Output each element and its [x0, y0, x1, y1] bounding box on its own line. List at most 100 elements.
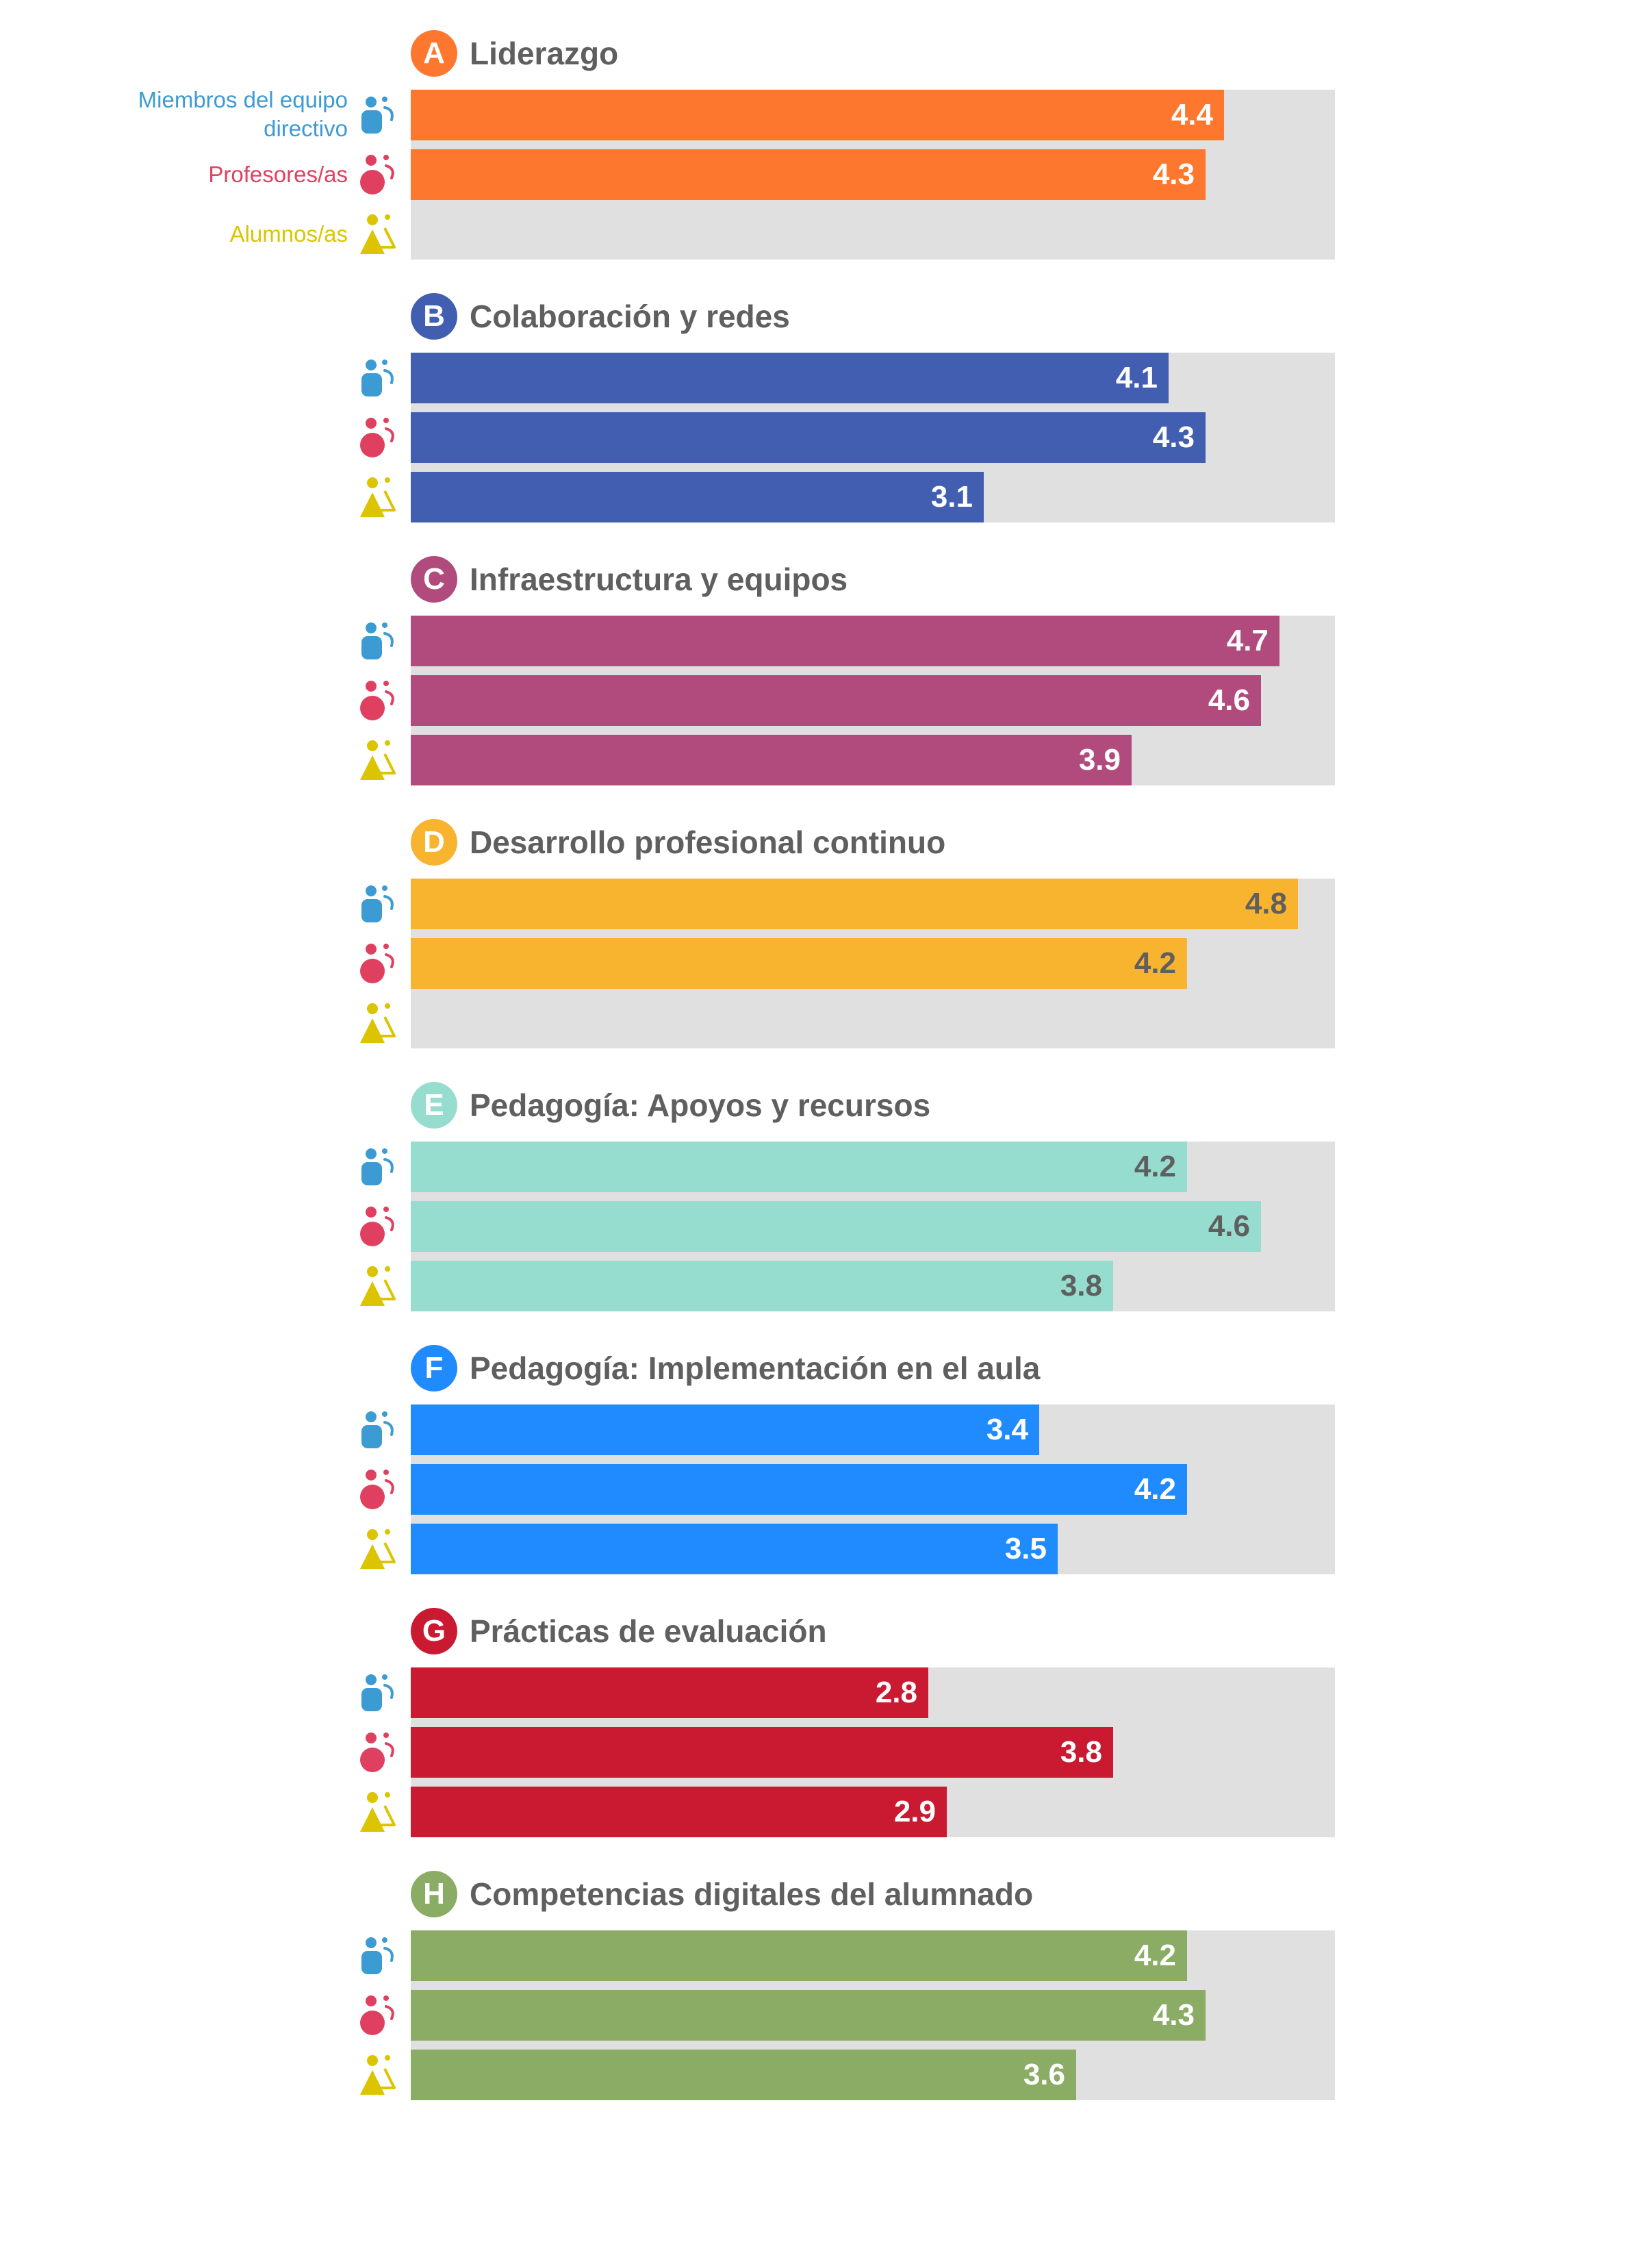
teachers-icon	[357, 1990, 401, 2041]
students-icon	[357, 735, 401, 785]
section-title: Competencias digitales del alumnado	[470, 1876, 1034, 1912]
students-icon	[357, 1787, 401, 1837]
legend-label-equipo: Miembros del equipo directivo	[138, 86, 348, 143]
bar-h-profesores: 4.3	[411, 1990, 1206, 2041]
bar-value-label: 3.6	[1023, 2058, 1065, 2091]
bar-f-equipo: 3.4	[411, 1404, 1039, 1455]
section-title-row: A Liderazgo	[411, 26, 618, 81]
section-title: Liderazgo	[470, 36, 619, 71]
students-icon	[357, 1524, 401, 1574]
students-icon	[357, 1261, 401, 1311]
bar-track: 4.8 4.2	[411, 879, 1335, 1048]
section-title: Pedagogía: Implementación en el aula	[470, 1350, 1041, 1386]
legend-label-profesores: Profesores/as	[208, 162, 348, 187]
bar-b-alumnos: 3.1	[411, 472, 984, 522]
teachers-icon	[357, 412, 401, 463]
management-team-icon	[357, 616, 401, 666]
bar-track: 4.4 4.3	[411, 90, 1335, 260]
bar-value-label: 3.8	[1060, 1269, 1102, 1302]
bar-f-profesores: 4.2	[411, 1464, 1187, 1515]
bar-g-equipo: 2.8	[411, 1667, 928, 1718]
bar-value-label: 3.9	[1078, 743, 1121, 777]
bar-e-alumnos: 3.8	[411, 1261, 1113, 1311]
management-team-icon	[357, 1667, 401, 1718]
bar-g-alumnos: 2.9	[411, 1787, 947, 1837]
bar-a-equipo: 4.4	[411, 90, 1224, 140]
bar-value-label: 2.9	[893, 1795, 936, 1828]
bar-e-profesores: 4.6	[411, 1201, 1261, 1252]
bar-f-alumnos: 3.5	[411, 1524, 1058, 1574]
students-icon	[357, 998, 401, 1048]
bar-value-label: 3.1	[930, 480, 973, 514]
bar-h-alumnos: 3.6	[411, 2050, 1076, 2100]
bar-value-label: 4.6	[1208, 683, 1250, 717]
section-title: Prácticas de evaluación	[470, 1613, 827, 1649]
bar-b-equipo: 4.1	[411, 353, 1169, 403]
section-title-row: F Pedagogía: Implementación en el aula	[411, 1341, 1040, 1396]
section-b: B Colaboración y redes 4.1 4.3 3.1	[0, 289, 1643, 525]
section-letter-badge: A	[411, 30, 457, 77]
bar-a-profesores: 4.3	[411, 149, 1206, 200]
bar-track: 3.4 4.2 3.5	[411, 1404, 1335, 1574]
bar-track: 4.2 4.3 3.6	[411, 1930, 1335, 2100]
teachers-icon	[357, 675, 401, 726]
section-letter-badge: E	[411, 1082, 457, 1129]
legend-label-line: Miembros del equipo	[138, 87, 348, 112]
bar-value-label: 3.4	[986, 1413, 1028, 1446]
bar-g-profesores: 3.8	[411, 1727, 1113, 1778]
section-title-row: C Infraestructura y equipos	[411, 552, 848, 607]
bar-track: 4.7 4.6 3.9	[411, 616, 1335, 785]
bar-h-equipo: 4.2	[411, 1930, 1187, 1981]
bar-value-label: 4.7	[1226, 624, 1269, 657]
section-g: G Prácticas de evaluación 2.8 3.8 2.9	[0, 1604, 1643, 1840]
section-title: Infraestructura y equipos	[470, 562, 848, 597]
bar-value-label: 4.3	[1152, 1998, 1195, 2032]
section-letter-badge: D	[411, 819, 457, 866]
teachers-icon	[357, 1727, 401, 1778]
bar-c-alumnos: 3.9	[411, 735, 1132, 785]
management-team-icon	[357, 1930, 401, 1981]
bar-value-label: 3.8	[1060, 1735, 1102, 1769]
section-d: D Desarrollo profesional continuo 4.8 4.2	[0, 815, 1643, 1051]
bar-d-equipo: 4.8	[411, 879, 1298, 929]
students-icon	[357, 2050, 401, 2100]
management-team-icon	[357, 353, 401, 403]
management-team-icon	[357, 90, 401, 140]
legend-label-line: directivo	[264, 116, 348, 141]
bar-value-label: 3.5	[1004, 1532, 1047, 1565]
bar-value-label: 4.2	[1134, 1939, 1176, 1972]
section-h: H Competencias digitales del alumnado 4.2 4…	[0, 1867, 1643, 2103]
bar-value-label: 4.2	[1134, 1472, 1176, 1506]
legend-label-alumnos: Alumnos/as	[229, 221, 348, 247]
bar-c-equipo: 4.7	[411, 616, 1279, 666]
bar-b-profesores: 4.3	[411, 412, 1206, 463]
teachers-icon	[357, 149, 401, 200]
bar-d-profesores: 4.2	[411, 938, 1187, 989]
section-letter-badge: H	[411, 1871, 457, 1917]
students-icon	[357, 209, 401, 260]
section-f: F Pedagogía: Implementación en el aula 3.4…	[0, 1341, 1643, 1577]
bar-value-label: 4.3	[1152, 158, 1195, 191]
section-c: C Infraestructura y equipos 4.7 4.6 3.9	[0, 552, 1643, 788]
section-title: Pedagogía: Apoyos y recursos	[470, 1087, 931, 1123]
bar-value-label: 4.4	[1171, 98, 1213, 131]
bar-value-label: 4.8	[1245, 887, 1287, 920]
teachers-icon	[357, 938, 401, 989]
section-title-row: E Pedagogía: Apoyos y recursos	[411, 1078, 930, 1133]
bar-c-profesores: 4.6	[411, 675, 1261, 726]
management-team-icon	[357, 879, 401, 929]
section-title: Desarrollo profesional continuo	[470, 824, 946, 860]
section-title-row: B Colaboración y redes	[411, 289, 790, 344]
teachers-icon	[357, 1464, 401, 1515]
section-title: Colaboración y redes	[470, 299, 790, 334]
bar-track: 4.2 4.6 3.8	[411, 1142, 1335, 1311]
section-a: A Liderazgo 4.4 4.3 Miembros del equipo direc…	[0, 26, 1643, 262]
section-e: E Pedagogía: Apoyos y recursos 4.2 4.6 3.8	[0, 1078, 1643, 1314]
bar-track: 2.8 3.8 2.9	[411, 1667, 1335, 1837]
bar-value-label: 4.3	[1152, 420, 1195, 454]
bar-value-label: 4.6	[1208, 1209, 1250, 1243]
section-letter-badge: B	[411, 293, 457, 340]
bar-value-label: 4.2	[1134, 946, 1176, 980]
bar-e-equipo: 4.2	[411, 1142, 1187, 1192]
